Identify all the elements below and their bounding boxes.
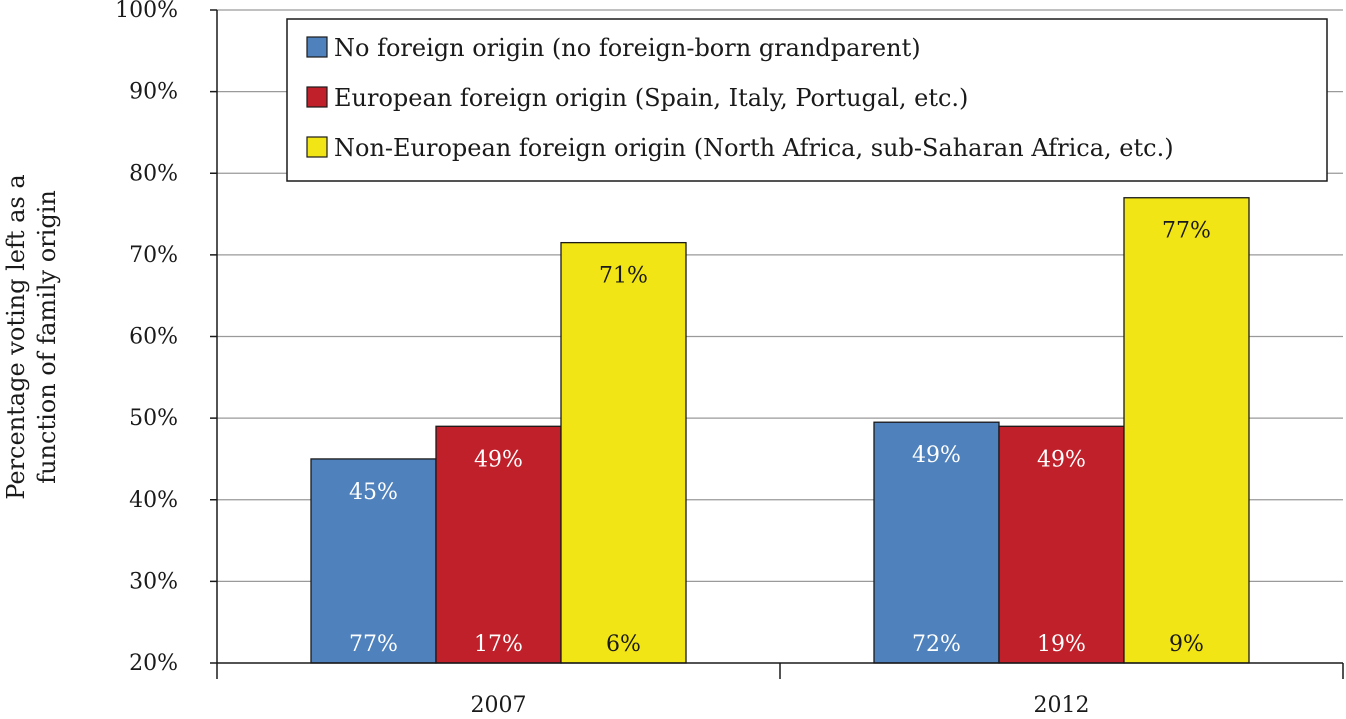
bar-3-2012 (1123, 197, 1250, 664)
bar-value-label: 45% (349, 480, 398, 505)
legend-swatch (306, 36, 328, 58)
y-tick-label: 20% (129, 651, 178, 676)
y-tick-label: 60% (129, 325, 178, 350)
y-tick-label: 50% (129, 406, 178, 431)
bar-value-label: 49% (912, 443, 961, 468)
bar-2-2007 (435, 425, 562, 664)
x-category-labels: 2007 2012 (471, 693, 1090, 718)
y-tick-label: 30% (129, 569, 178, 594)
bar-share-label: 6% (606, 632, 641, 657)
y-axis-label-line: Percentage voting left as a (2, 174, 30, 499)
x-category-label: 2007 (471, 693, 527, 718)
legend: No foreign origin (no foreign-born grand… (286, 18, 1328, 182)
bar-share-label: 9% (1169, 632, 1204, 657)
bar-value-label: 49% (1037, 447, 1086, 472)
legend-label: Non-European foreign origin (North Afric… (334, 134, 1174, 162)
legend-label: No foreign origin (no foreign-born grand… (334, 34, 921, 62)
axes (210, 9, 1344, 679)
bar-share-label: 77% (349, 632, 398, 657)
y-tick-label: 100% (115, 0, 178, 23)
bar-value-label: 77% (1162, 219, 1211, 244)
y-tick-label: 40% (129, 488, 178, 513)
y-tick-label: 90% (129, 80, 178, 105)
y-axis-label-line: function of family origin (33, 190, 61, 484)
legend-swatch (306, 86, 328, 108)
bar-value-label: 71% (599, 264, 648, 289)
bar-1-2012 (873, 421, 1000, 664)
legend-swatch (306, 136, 328, 158)
bar-value-label: 49% (474, 447, 523, 472)
x-category-label: 2012 (1034, 693, 1090, 718)
bar-share-label: 17% (474, 632, 523, 657)
y-tick-labels: 20% 30% 40% 50% 60% 70% 80% 90% 100% (115, 0, 178, 676)
y-tick-label: 70% (129, 243, 178, 268)
y-axis-label: Percentage voting left as a function of f… (2, 174, 61, 499)
bar-3-2007 (560, 241, 687, 664)
y-tick-label: 80% (129, 161, 178, 186)
bar-share-label: 72% (912, 632, 961, 657)
legend-box (286, 18, 1328, 182)
bar-1-2007 (310, 458, 437, 664)
legend-label: European foreign origin (Spain, Italy, P… (334, 84, 968, 112)
bar-share-label: 19% (1037, 632, 1086, 657)
bars: 45% 77% 49% 17% 71% 6% 49% 72% 49% 19% 77% 9% (310, 197, 1250, 664)
